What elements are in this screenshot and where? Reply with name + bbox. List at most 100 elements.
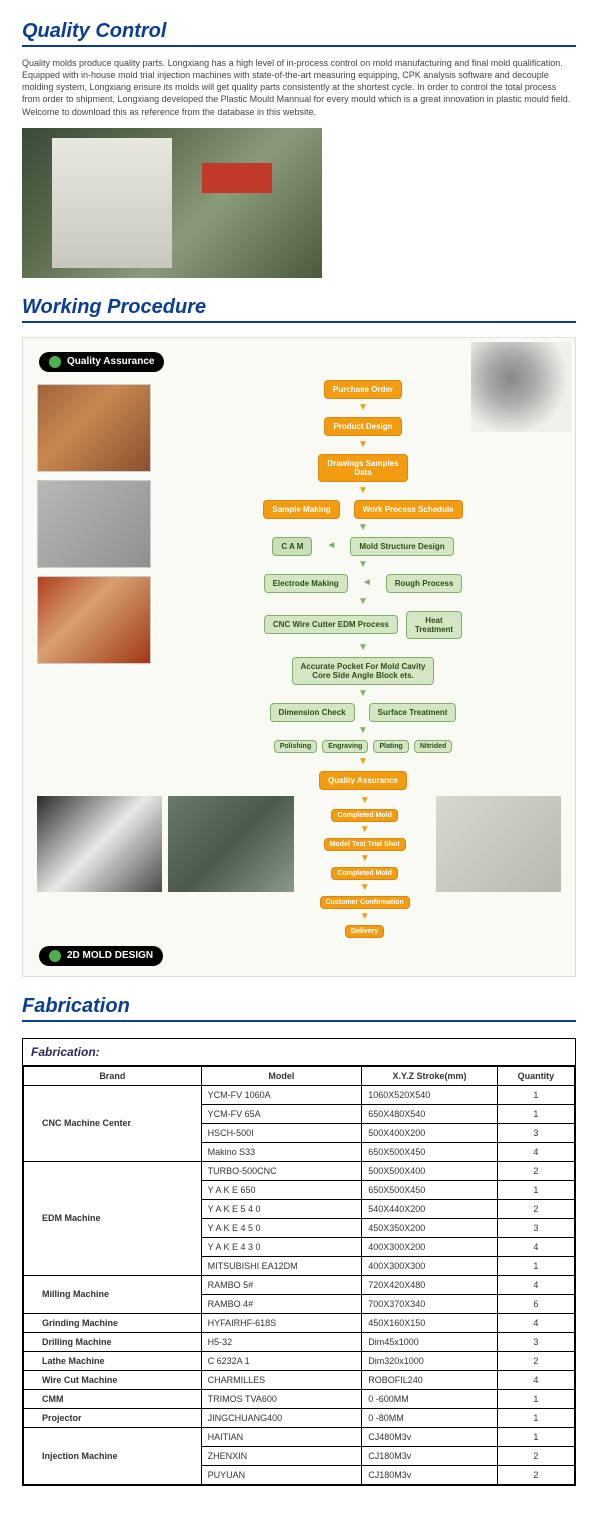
arrow-icon: ▼ xyxy=(360,883,370,893)
brand-cell: Lathe Machine xyxy=(24,1351,202,1370)
node-completed-mold-2: Completed Mold xyxy=(331,867,397,880)
fabrication-table: BrandModelX.Y.Z Stroke(mm)Quantity CNC M… xyxy=(23,1066,575,1485)
table-cell: 720X420X480 xyxy=(362,1275,498,1294)
node-cnc-edm: CNC Wire Cutter EDM Process xyxy=(264,615,398,634)
table-cell: 650X500X450 xyxy=(362,1142,498,1161)
fabrication-heading: Fabrication xyxy=(22,995,576,1022)
table-cell: 1 xyxy=(497,1085,574,1104)
arrow-icon: ▼ xyxy=(360,854,370,864)
final-flow-column: ▼ Completed Mold ▼ Model Test Trial Shot… xyxy=(300,796,430,938)
table-cell: RAMBO 5# xyxy=(201,1275,362,1294)
table-cell: H5-32 xyxy=(201,1332,362,1351)
hardness-tester-photo xyxy=(436,796,561,892)
table-cell: CJ180M3v xyxy=(362,1465,498,1484)
table-cell: 4 xyxy=(497,1142,574,1161)
table-cell: 650X480X540 xyxy=(362,1104,498,1123)
table-header: Quantity xyxy=(497,1066,574,1085)
table-cell: YCM-FV 1060A xyxy=(201,1085,362,1104)
table-cell: 1 xyxy=(497,1180,574,1199)
node-heat-treatment: Heat Treatment xyxy=(406,611,462,639)
node-electrode: Electrode Making xyxy=(264,574,348,593)
node-mold-structure: Mold Structure Design xyxy=(350,537,453,556)
table-cell: 1 xyxy=(497,1389,574,1408)
node-engraving: Engraving xyxy=(322,740,368,753)
table-cell: 1 xyxy=(497,1256,574,1275)
brand-cell: Injection Machine xyxy=(24,1427,202,1484)
quality-description: Quality molds produce quality parts. Lon… xyxy=(22,57,576,118)
table-cell: Y A K E 4 3 0 xyxy=(201,1237,362,1256)
node-surface-treatment: Surface Treatment xyxy=(369,703,457,722)
brand-cell: CMM xyxy=(24,1389,202,1408)
node-model-test: Model Test Trial Shot xyxy=(324,838,406,851)
table-cell: 2 xyxy=(497,1351,574,1370)
table-cell: 4 xyxy=(497,1313,574,1332)
table-cell: HAITIAN xyxy=(201,1427,362,1446)
table-cell: 4 xyxy=(497,1275,574,1294)
table-cell: 4 xyxy=(497,1370,574,1389)
table-cell: ZHENXIN xyxy=(201,1446,362,1465)
table-cell: Y A K E 650 xyxy=(201,1180,362,1199)
arrow-icon: ▼ xyxy=(358,643,368,653)
arrow-icon: ▼ xyxy=(358,486,368,496)
pin-gauge-photo xyxy=(37,480,151,568)
table-header: X.Y.Z Stroke(mm) xyxy=(362,1066,498,1085)
table-header: Brand xyxy=(24,1066,202,1085)
table-cell: 4 xyxy=(497,1237,574,1256)
flowchart-center: Purchase Order ▼ Product Design ▼ Drawin… xyxy=(161,380,565,790)
brand-cell: Drilling Machine xyxy=(24,1332,202,1351)
arrow-icon: ▼ xyxy=(360,825,370,835)
table-cell: CJ480M3v xyxy=(362,1427,498,1446)
node-work-process: Work Process Schedule xyxy=(354,500,463,519)
table-cell: 1060X520X540 xyxy=(362,1085,498,1104)
node-plating: Plating xyxy=(373,740,408,753)
table-cell: Y A K E 4 5 0 xyxy=(201,1218,362,1237)
table-cell: 450X350X200 xyxy=(362,1218,498,1237)
table-cell: HYFAIRHF-618S xyxy=(201,1313,362,1332)
table-row: Milling MachineRAMBO 5#720X420X4804 xyxy=(24,1275,575,1294)
brand-cell: Milling Machine xyxy=(24,1275,202,1313)
brand-cell: Wire Cut Machine xyxy=(24,1370,202,1389)
table-cell: 3 xyxy=(497,1123,574,1142)
gauge-box-photo xyxy=(37,384,151,472)
table-cell: Dim320x1000 xyxy=(362,1351,498,1370)
cmm-machine-photo xyxy=(22,128,322,278)
node-nitrided: Nitrided xyxy=(414,740,452,753)
block-gauge-photo xyxy=(37,576,151,664)
node-purchase-order: Purchase Order xyxy=(324,380,402,399)
table-cell: CHARMILLES xyxy=(201,1370,362,1389)
arrow-icon: ◄ xyxy=(326,541,336,551)
table-cell: 2 xyxy=(497,1446,574,1465)
table-cell: 2 xyxy=(497,1465,574,1484)
table-cell: MITSUBISHI EA12DM xyxy=(201,1256,362,1275)
brand-cell: EDM Machine xyxy=(24,1161,202,1275)
table-row: Lathe MachineC 6232A 1Dim320x10002 xyxy=(24,1351,575,1370)
brand-cell: Grinding Machine xyxy=(24,1313,202,1332)
left-photo-column xyxy=(33,380,161,790)
table-cell: 540X440X200 xyxy=(362,1199,498,1218)
node-drawings: Drawings Samples Data xyxy=(318,454,407,482)
table-cell: 3 xyxy=(497,1218,574,1237)
table-row: CMMTRIMOS TVA6000 -600MM1 xyxy=(24,1389,575,1408)
table-cell: YCM-FV 65A xyxy=(201,1104,362,1123)
table-header: Model xyxy=(201,1066,362,1085)
table-cell: CJ180M3v xyxy=(362,1446,498,1465)
table-cell: 1 xyxy=(497,1427,574,1446)
table-cell: 650X500X450 xyxy=(362,1180,498,1199)
node-product-design: Product Design xyxy=(324,417,401,436)
brand-cell: Projector xyxy=(24,1408,202,1427)
node-dimension-check: Dimension Check xyxy=(270,703,355,722)
arrow-icon: ▼ xyxy=(358,440,368,450)
table-cell: PUYUAN xyxy=(201,1465,362,1484)
table-cell: 400X300X200 xyxy=(362,1237,498,1256)
table-row: CNC Machine CenterYCM-FV 1060A1060X520X5… xyxy=(24,1085,575,1104)
table-cell: 3 xyxy=(497,1332,574,1351)
node-rough-process: Rough Process xyxy=(386,574,463,593)
quality-assurance-badge: Quality Assurance xyxy=(39,352,164,372)
arrow-icon: ▼ xyxy=(358,689,368,699)
arrow-icon: ▼ xyxy=(358,757,368,767)
table-row: EDM MachineTURBO-500CNC500X500X4002 xyxy=(24,1161,575,1180)
node-cam: C A M xyxy=(272,537,312,556)
arrow-icon: ▼ xyxy=(358,597,368,607)
table-cell: 700X370X340 xyxy=(362,1294,498,1313)
table-cell: TURBO-500CNC xyxy=(201,1161,362,1180)
